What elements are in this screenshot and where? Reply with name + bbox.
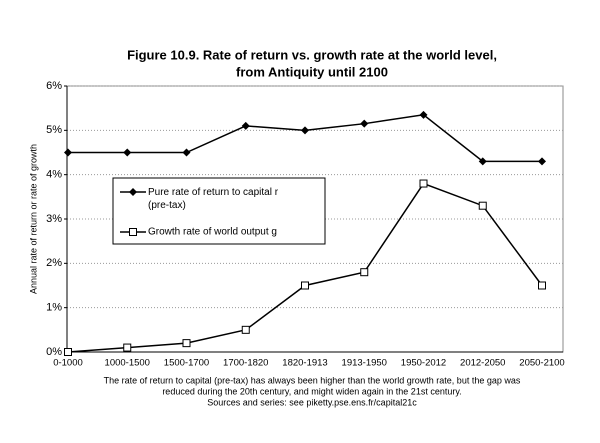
point-marker xyxy=(360,119,369,128)
chart-title: Figure 10.9. Rate of return vs. growth r… xyxy=(127,47,497,62)
point-marker xyxy=(182,339,191,348)
point-marker xyxy=(538,281,546,290)
x-tick-label: 2012-2050 xyxy=(460,358,505,369)
y-tick-label: 0% xyxy=(46,346,62,358)
point-marker xyxy=(241,325,250,334)
point-marker xyxy=(360,268,369,277)
legend-label-part: (pre-tax) xyxy=(148,200,186,211)
x-tick-label: 0-1000 xyxy=(53,358,83,369)
point-marker xyxy=(419,110,428,119)
x-tick-label: 1700-1820 xyxy=(223,358,268,369)
y-tick-label: 2% xyxy=(46,257,62,269)
point-marker xyxy=(478,201,487,210)
y-axis-label: Annual rate of return or rate of growth xyxy=(28,144,38,294)
legend-marker xyxy=(129,228,137,236)
y-tick-label: 6% xyxy=(46,80,62,92)
note: The rate of return to capital (pre-tax) … xyxy=(104,375,521,385)
x-tick-label: 1500-1700 xyxy=(164,358,209,369)
point-marker xyxy=(64,148,72,157)
y-tick-label: 4% xyxy=(46,169,62,181)
point-marker xyxy=(123,148,132,157)
y-tick-label: 3% xyxy=(46,213,62,225)
note: reduced during the 20th century, and mig… xyxy=(162,386,461,396)
legend-label: Growth rate of world output g xyxy=(148,227,277,238)
legend-label: Pure rate of return to capital r (pre-tax… xyxy=(148,187,279,211)
legend-label-part: Pure rate of return to capital r xyxy=(148,187,279,198)
legend-box xyxy=(112,177,326,245)
point-marker xyxy=(419,179,428,188)
point-marker xyxy=(478,157,487,166)
point-marker xyxy=(182,148,191,157)
point-marker xyxy=(64,348,72,356)
x-tick-label: 1950-2012 xyxy=(401,358,446,369)
point-marker xyxy=(123,343,132,352)
point-marker xyxy=(538,157,546,166)
x-tick-label: 1820-1913 xyxy=(282,358,327,369)
x-tick-label: 1913-1950 xyxy=(342,358,387,369)
chart-title: from Antiquity until 2100 xyxy=(236,64,388,79)
x-tick-label: 2050-2100 xyxy=(519,358,564,369)
y-tick-label: 1% xyxy=(46,302,62,314)
x-tick-label: 1000-1500 xyxy=(105,358,150,369)
point-marker xyxy=(241,121,250,130)
point-marker xyxy=(301,281,309,290)
point-marker xyxy=(301,126,309,135)
legend-marker xyxy=(129,188,137,196)
note: Sources and series: see piketty.pse.ens.… xyxy=(207,397,417,407)
y-tick-label: 5% xyxy=(46,124,62,136)
